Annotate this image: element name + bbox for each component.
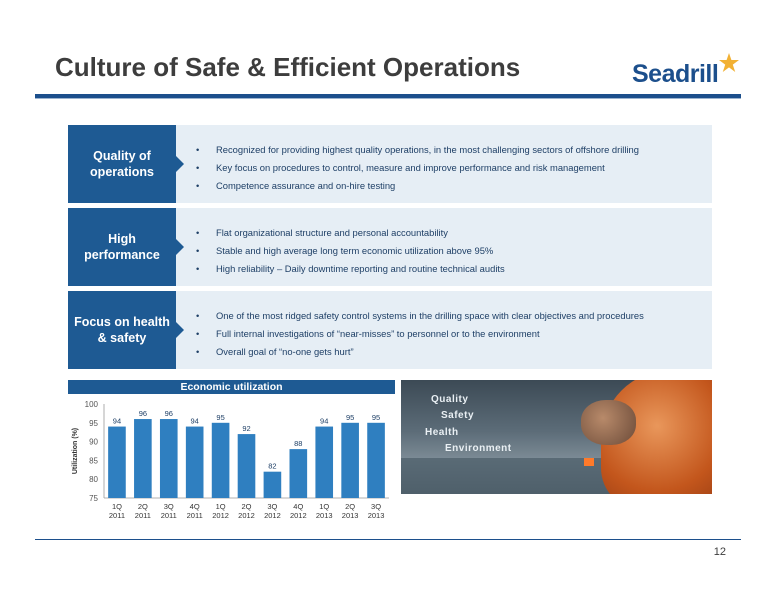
- bar: [341, 422, 359, 498]
- x-tick-label-year: 2012: [212, 511, 229, 520]
- row-arrow: [176, 239, 184, 255]
- y-tick-label: 95: [89, 419, 98, 428]
- bar: [185, 426, 204, 498]
- safety-photo: Quality Safety Health Environment: [401, 380, 712, 494]
- y-tick-label: 90: [89, 438, 98, 447]
- chart-title: Economic utilization: [68, 380, 395, 394]
- y-tick-label: 75: [89, 494, 98, 503]
- seadrill-logo: Seadrill: [632, 52, 742, 92]
- utilization-chart: Utilization (%)7580859095100941Q2011962Q…: [72, 400, 389, 520]
- logo-text: Seadrill: [632, 60, 719, 88]
- x-tick-label-year: 2011: [109, 511, 125, 520]
- photo-word-safety: Safety: [441, 410, 475, 421]
- bar: [289, 449, 308, 498]
- bar: [263, 471, 282, 498]
- row-quality: Recognized for providing highest quality…: [68, 125, 712, 203]
- data-label: 95: [372, 413, 380, 422]
- x-tick-label: 1Q: [216, 502, 226, 511]
- bullet-item: Overall goal of “no-one gets hurt”: [196, 343, 644, 361]
- header-rule: [35, 94, 741, 98]
- x-tick-label: 2Q: [138, 502, 148, 511]
- x-tick-label: 3Q: [164, 502, 174, 511]
- row-label: Quality of operations: [68, 125, 176, 203]
- bar: [315, 426, 334, 498]
- x-tick-label: 1Q: [319, 502, 329, 511]
- bullet-item: Flat organizational structure and person…: [196, 224, 505, 242]
- row-health-safety: One of the most ridged safety control sy…: [68, 291, 712, 369]
- bullet-item: Recognized for providing highest quality…: [196, 141, 639, 159]
- row-label: High performance: [68, 208, 176, 286]
- data-label: 95: [346, 413, 354, 422]
- row-label-text: High performance: [84, 232, 160, 262]
- x-tick-label: 2Q: [345, 502, 355, 511]
- bar: [159, 419, 178, 498]
- x-tick-label-year: 2013: [342, 511, 359, 520]
- x-tick-label: 2Q: [241, 502, 251, 511]
- x-tick-label-year: 2012: [264, 511, 281, 520]
- data-label: 88: [294, 439, 302, 448]
- x-tick-label-year: 2013: [368, 511, 385, 520]
- bullet-list: Recognized for providing highest quality…: [196, 141, 639, 195]
- x-tick-label: 3Q: [371, 502, 381, 511]
- data-label: 94: [113, 417, 121, 426]
- row-label: Focus on health & safety: [68, 291, 176, 369]
- bullet-list: Flat organizational structure and person…: [196, 224, 505, 278]
- y-axis-label: Utilization (%): [72, 428, 79, 474]
- data-label: 96: [165, 409, 173, 418]
- x-tick-label-year: 2011: [135, 511, 151, 520]
- row-label-text: Quality of operations: [90, 149, 154, 179]
- y-tick-label: 85: [89, 456, 98, 465]
- data-label: 92: [242, 424, 250, 433]
- worker-face: [581, 400, 636, 445]
- y-tick-label: 80: [89, 475, 98, 484]
- page-title: Culture of Safe & Efficient Operations: [55, 52, 521, 82]
- bullet-item: Competence assurance and on-hire testing: [196, 177, 639, 195]
- row-label-text: Focus on health & safety: [74, 315, 170, 345]
- photo-word-quality: Quality: [431, 394, 469, 405]
- data-label: 94: [320, 417, 328, 426]
- bar: [211, 422, 230, 498]
- header-rule-thin: [35, 98, 741, 99]
- x-tick-label-year: 2013: [316, 511, 333, 520]
- data-label: 82: [268, 462, 276, 471]
- bullet-item: Key focus on procedures to control, meas…: [196, 159, 639, 177]
- photo-word-environment: Environment: [445, 443, 512, 454]
- x-tick-label-year: 2012: [290, 511, 307, 520]
- data-label: 96: [139, 409, 147, 418]
- data-label: 94: [191, 417, 199, 426]
- bullet-item: One of the most ridged safety control sy…: [196, 307, 644, 325]
- row-performance: Flat organizational structure and person…: [68, 208, 712, 286]
- x-tick-label-year: 2012: [238, 511, 255, 520]
- photo-word-health: Health: [425, 427, 459, 438]
- bullet-item: Stable and high average long term econom…: [196, 242, 505, 260]
- x-tick-label: 4Q: [190, 502, 200, 511]
- bar: [237, 434, 256, 498]
- rig-icon: [584, 458, 594, 466]
- bar: [367, 422, 385, 498]
- x-tick-label: 3Q: [267, 502, 277, 511]
- row-arrow: [176, 322, 184, 338]
- x-tick-label: 1Q: [112, 502, 122, 511]
- bar: [108, 426, 126, 498]
- bar: [134, 419, 152, 498]
- data-label: 95: [216, 413, 224, 422]
- page-number: 12: [713, 546, 726, 558]
- bullet-item: High reliability – Daily downtime report…: [196, 260, 505, 278]
- row-arrow: [176, 156, 184, 172]
- star-icon: [719, 53, 739, 72]
- bullet-list: One of the most ridged safety control sy…: [196, 307, 644, 361]
- row-body: One of the most ridged safety control sy…: [176, 291, 712, 369]
- row-body: Flat organizational structure and person…: [176, 208, 712, 286]
- bullet-item: Full internal investigations of “near-mi…: [196, 325, 644, 343]
- row-body: Recognized for providing highest quality…: [176, 125, 712, 203]
- y-tick-label: 100: [85, 400, 99, 409]
- x-tick-label-year: 2011: [187, 511, 203, 520]
- x-tick-label-year: 2011: [161, 511, 177, 520]
- footer-rule: [35, 539, 741, 540]
- x-tick-label: 4Q: [293, 502, 303, 511]
